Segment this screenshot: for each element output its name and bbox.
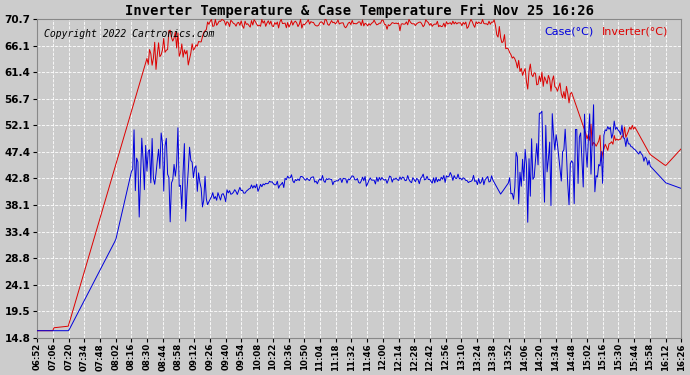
Title: Inverter Temperature & Case Temperature Fri Nov 25 16:26: Inverter Temperature & Case Temperature … xyxy=(125,4,594,18)
Text: Copyright 2022 Cartronics.com: Copyright 2022 Cartronics.com xyxy=(43,29,214,39)
Legend: Case(°C), Inverter(°C): Case(°C), Inverter(°C) xyxy=(538,22,673,41)
